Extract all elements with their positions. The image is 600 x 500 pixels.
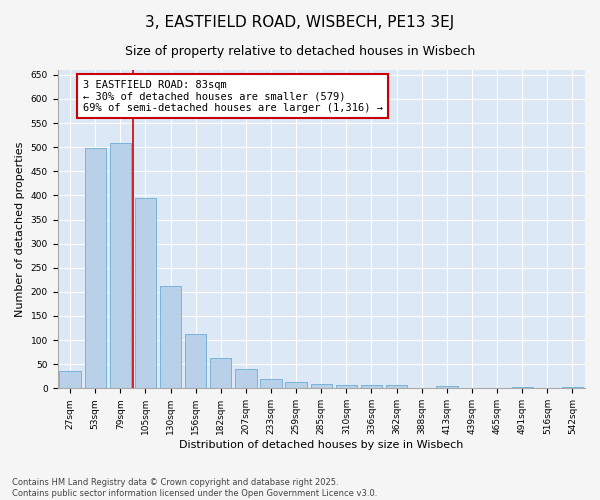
Bar [235, 368, 257, 388]
Text: Contains HM Land Registry data © Crown copyright and database right 2025.
Contai: Contains HM Land Registry data © Crown c… [12, 478, 377, 498]
Text: 3, EASTFIELD ROAD, WISBECH, PE13 3EJ: 3, EASTFIELD ROAD, WISBECH, PE13 3EJ [145, 15, 455, 30]
Bar [260, 379, 282, 388]
Bar [185, 334, 206, 388]
Bar [286, 382, 307, 388]
Bar [135, 198, 156, 388]
Bar [210, 358, 232, 388]
Bar [59, 372, 81, 388]
Bar [386, 386, 407, 388]
Text: 3 EASTFIELD ROAD: 83sqm
← 30% of detached houses are smaller (579)
69% of semi-d: 3 EASTFIELD ROAD: 83sqm ← 30% of detache… [83, 80, 383, 113]
Bar [110, 144, 131, 388]
Bar [311, 384, 332, 388]
Bar [512, 387, 533, 388]
Bar [436, 386, 458, 388]
Y-axis label: Number of detached properties: Number of detached properties [15, 142, 25, 317]
Text: Size of property relative to detached houses in Wisbech: Size of property relative to detached ho… [125, 45, 475, 58]
Bar [336, 385, 357, 388]
X-axis label: Distribution of detached houses by size in Wisbech: Distribution of detached houses by size … [179, 440, 463, 450]
Bar [85, 148, 106, 388]
Bar [160, 286, 181, 389]
Bar [361, 385, 382, 388]
